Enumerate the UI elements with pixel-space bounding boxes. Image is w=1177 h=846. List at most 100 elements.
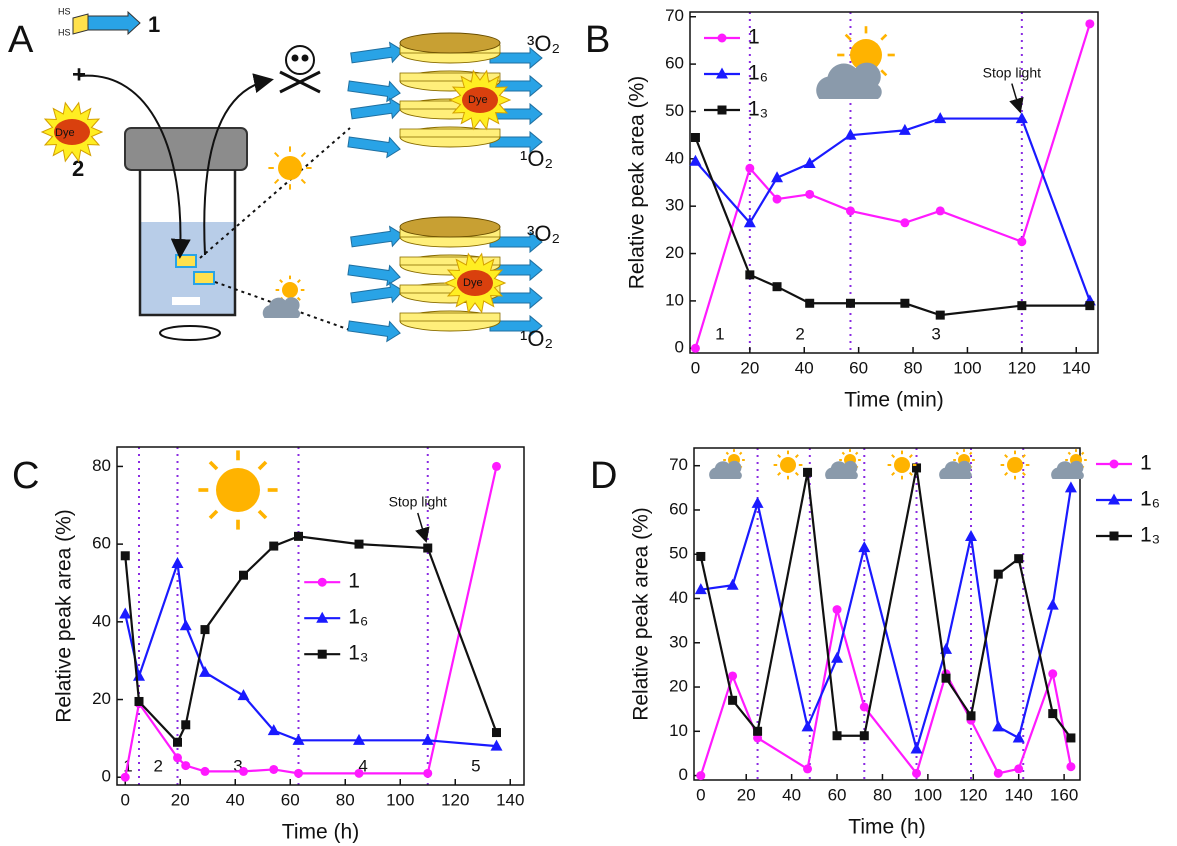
point [1048,669,1058,679]
annotation-arrow [1009,83,1024,114]
region-label: 2 [795,324,804,343]
sun-ray [841,451,845,455]
sun [1007,457,1023,473]
point [910,742,923,754]
point [934,112,947,124]
y-tick-label: 70 [665,6,684,25]
sun-ray [274,178,280,184]
point [239,766,248,776]
jar [138,170,237,317]
point [751,496,764,508]
point [689,154,702,166]
y-tick-label: 40 [92,611,111,630]
region-label: 4 [358,756,367,775]
plot-frame [689,11,1099,354]
dye-core [54,119,90,145]
point [803,157,816,169]
dye-core [462,87,498,113]
x-tick-label: 120 [959,785,987,804]
assembly-trimer [347,216,543,343]
sun-ray [1021,454,1026,459]
plot-frame [693,447,1081,781]
jar-lid [124,127,248,171]
point [859,731,869,741]
point [179,619,192,631]
point [844,128,857,140]
point [354,768,364,778]
series-line [124,466,498,778]
point [317,649,327,659]
cloud [939,460,972,479]
x-tick-label: 60 [281,790,300,809]
sun-ray [296,296,301,301]
point [1066,733,1076,743]
point [803,467,813,477]
legend-label: 1₆ [348,606,368,629]
point [803,764,813,774]
point [1109,459,1119,469]
point [745,163,755,173]
ring-wall [399,128,501,138]
stack-small [175,254,197,268]
sun [278,156,302,180]
point [845,206,855,216]
strand [347,320,401,343]
point [690,133,700,143]
point [1066,762,1076,772]
cloud [825,460,858,479]
y-tick-label: 0 [102,767,111,786]
point [753,726,763,736]
sun-ray [296,279,301,284]
x-tick-label: 140 [1005,785,1033,804]
point [173,737,182,747]
legend-label: 1₆ [1140,488,1160,511]
point [1046,598,1059,610]
sun [780,457,796,473]
strand [350,281,404,304]
cloud [816,62,882,99]
x-tick-label: 0 [691,358,700,377]
sun-ray [300,178,306,184]
dye-label: Dye [55,127,75,139]
point [717,33,727,43]
sun-ray [1021,471,1026,476]
sun-ray [969,451,973,455]
sun-ray [794,454,799,459]
point [728,671,738,681]
panel-label: D [590,455,617,497]
x-tick-label: 140 [496,790,524,809]
point [859,702,869,712]
dye-label: Dye [463,277,483,289]
ring-wall [399,256,501,266]
point [831,651,844,663]
y-tick-label: 0 [679,765,688,784]
sun-ray [1081,451,1085,455]
rotation [159,325,221,341]
y-tick-label: 40 [665,148,684,167]
point [199,665,211,677]
panel-label: C [12,455,39,497]
point [171,557,184,569]
x-axis-label: Time (min) [844,389,944,412]
x-tick-label: 0 [121,790,130,809]
point [492,461,501,471]
cloud [262,297,301,319]
point [726,578,739,590]
compound-label: 1 [148,12,160,37]
strand [489,46,543,70]
point [1015,112,1028,124]
x-tick-label: 60 [828,785,847,804]
panel-label: A [8,19,34,61]
region-label: 1 [715,324,724,343]
point [1085,301,1095,311]
x-tick-label: 60 [849,358,868,377]
point [421,733,434,745]
point [120,772,130,782]
point [717,105,727,115]
arrow-tail [87,10,141,36]
sun-ray [1004,454,1009,459]
point [941,673,951,683]
x-tick-label: 100 [953,358,981,377]
y-tick-label: 50 [665,101,684,120]
